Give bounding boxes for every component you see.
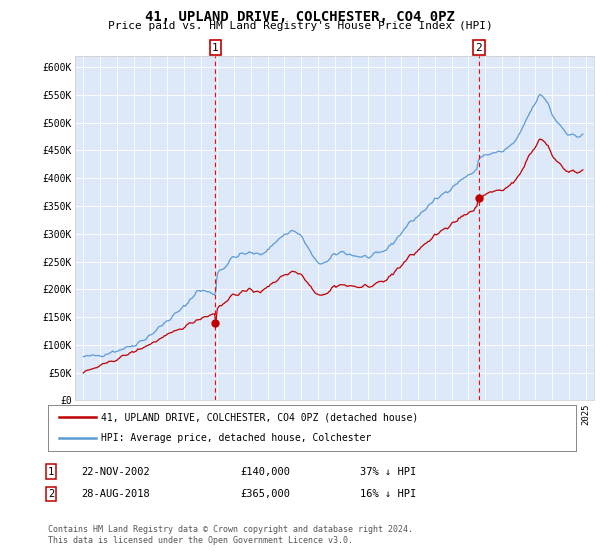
Text: 1: 1 bbox=[212, 43, 218, 53]
Text: 2: 2 bbox=[476, 43, 482, 53]
Text: 2: 2 bbox=[48, 489, 54, 499]
Text: 37% ↓ HPI: 37% ↓ HPI bbox=[360, 466, 416, 477]
Text: 22-NOV-2002: 22-NOV-2002 bbox=[81, 466, 150, 477]
Text: £140,000: £140,000 bbox=[240, 466, 290, 477]
Text: Contains HM Land Registry data © Crown copyright and database right 2024.: Contains HM Land Registry data © Crown c… bbox=[48, 525, 413, 534]
Text: Price paid vs. HM Land Registry's House Price Index (HPI): Price paid vs. HM Land Registry's House … bbox=[107, 21, 493, 31]
Text: This data is licensed under the Open Government Licence v3.0.: This data is licensed under the Open Gov… bbox=[48, 536, 353, 545]
Text: 1: 1 bbox=[48, 466, 54, 477]
Text: £365,000: £365,000 bbox=[240, 489, 290, 499]
Text: 41, UPLAND DRIVE, COLCHESTER, CO4 0PZ: 41, UPLAND DRIVE, COLCHESTER, CO4 0PZ bbox=[145, 10, 455, 24]
Text: 16% ↓ HPI: 16% ↓ HPI bbox=[360, 489, 416, 499]
Text: HPI: Average price, detached house, Colchester: HPI: Average price, detached house, Colc… bbox=[101, 433, 371, 444]
Text: 28-AUG-2018: 28-AUG-2018 bbox=[81, 489, 150, 499]
Text: 41, UPLAND DRIVE, COLCHESTER, CO4 0PZ (detached house): 41, UPLAND DRIVE, COLCHESTER, CO4 0PZ (d… bbox=[101, 412, 418, 422]
